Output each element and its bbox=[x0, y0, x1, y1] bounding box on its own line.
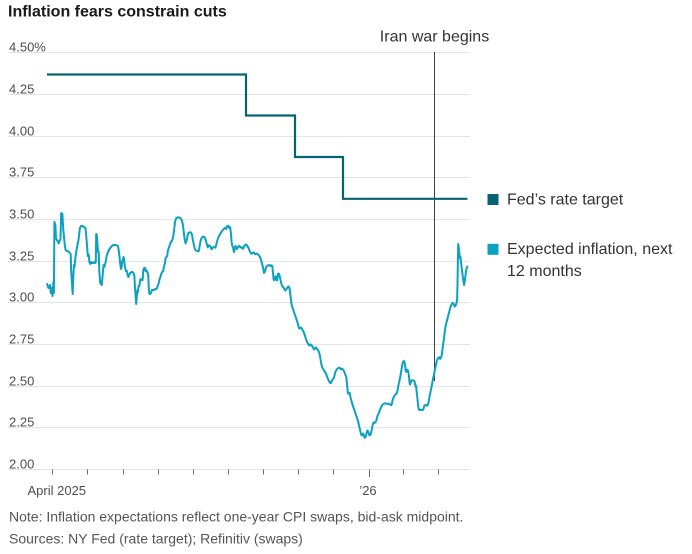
svg-text:2.75: 2.75 bbox=[9, 331, 34, 346]
svg-text:3.75: 3.75 bbox=[9, 164, 34, 179]
svg-text:4.25: 4.25 bbox=[9, 81, 34, 96]
svg-text:2.00: 2.00 bbox=[9, 456, 34, 471]
svg-text:3.25: 3.25 bbox=[9, 248, 34, 263]
svg-text:4.00: 4.00 bbox=[9, 123, 34, 138]
svg-text:12 months: 12 months bbox=[507, 263, 582, 280]
svg-text:Expected inflation, next: Expected inflation, next bbox=[507, 241, 673, 258]
svg-text:’26: ’26 bbox=[359, 483, 376, 498]
svg-text:April 2025: April 2025 bbox=[28, 483, 87, 498]
svg-text:2.25: 2.25 bbox=[9, 414, 34, 429]
svg-text:Inflation fears constrain cuts: Inflation fears constrain cuts bbox=[8, 4, 227, 21]
svg-text:2.50: 2.50 bbox=[9, 373, 34, 388]
svg-text:3.50: 3.50 bbox=[9, 206, 34, 221]
svg-text:Fed’s rate target: Fed’s rate target bbox=[507, 192, 624, 209]
svg-text:Note: Inflation expectations r: Note: Inflation expectations reflect one… bbox=[9, 509, 463, 525]
svg-text:4.50%: 4.50% bbox=[9, 39, 46, 54]
svg-text:Sources: NY Fed (rate target);: Sources: NY Fed (rate target); Refinitiv… bbox=[9, 531, 303, 547]
svg-text:3.00: 3.00 bbox=[9, 289, 34, 304]
svg-text:Iran war begins: Iran war begins bbox=[380, 29, 489, 46]
